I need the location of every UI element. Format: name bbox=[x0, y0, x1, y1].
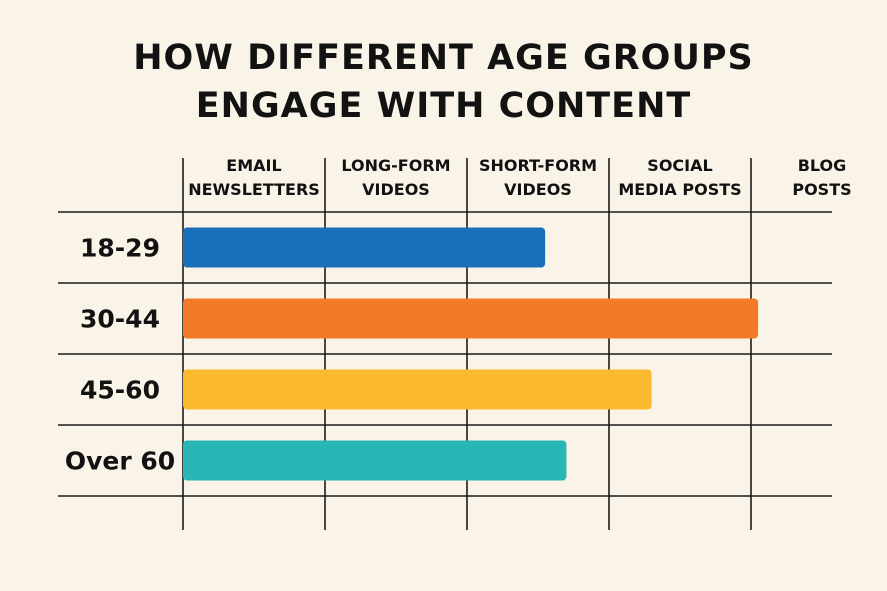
chart-title-line-1: HOW DIFFERENT AGE GROUPS bbox=[133, 38, 754, 78]
column-labels: EMAIL NEWSLETTERS LONG-FORM VIDEOS SHORT-FOR… bbox=[188, 156, 851, 199]
column-label: EMAIL bbox=[226, 156, 281, 175]
grid-lines bbox=[58, 158, 832, 530]
bar bbox=[183, 298, 759, 339]
column-label: NEWSLETTERS bbox=[188, 180, 320, 199]
bar bbox=[183, 227, 546, 268]
row-label: 30-44 bbox=[80, 305, 160, 334]
row-labels: 18-29 30-44 45-60 Over 60 bbox=[65, 234, 175, 476]
column-label: SHORT-FORM bbox=[479, 156, 597, 175]
bar bbox=[183, 369, 652, 410]
column-label: VIDEOS bbox=[362, 180, 430, 199]
column-label: POSTS bbox=[792, 180, 851, 199]
column-label: VIDEOS bbox=[504, 180, 572, 199]
chart-title: HOW DIFFERENT AGE GROUPS ENGAGE WITH CON… bbox=[0, 34, 887, 130]
row-label: 18-29 bbox=[80, 234, 160, 263]
column-label: SOCIAL bbox=[647, 156, 712, 175]
column-label: MEDIA POSTS bbox=[618, 180, 741, 199]
row-label: 45-60 bbox=[80, 376, 160, 405]
bars bbox=[183, 227, 759, 481]
bar bbox=[183, 440, 567, 481]
chart-title-line-2: ENGAGE WITH CONTENT bbox=[195, 86, 692, 126]
column-label: LONG-FORM bbox=[341, 156, 450, 175]
row-label: Over 60 bbox=[65, 447, 175, 476]
column-label: BLOG bbox=[798, 156, 847, 175]
